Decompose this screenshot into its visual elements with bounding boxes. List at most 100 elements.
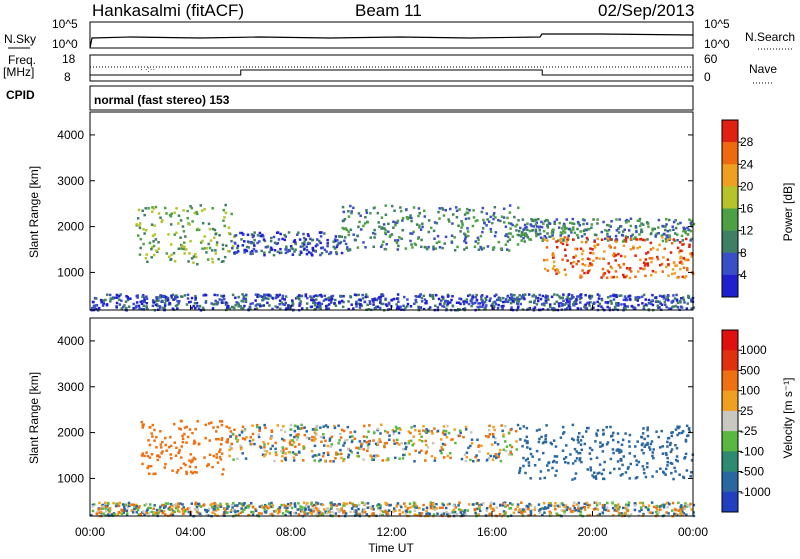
power-cell — [242, 295, 246, 298]
power-cell — [669, 251, 673, 254]
velocity-cell — [624, 512, 628, 516]
power-cell — [172, 298, 176, 301]
noise-right-label: N.Search — [745, 30, 795, 44]
freq-left-tick-top: 18 — [62, 52, 76, 66]
power-cell — [446, 300, 450, 303]
velocity-cell — [104, 507, 107, 510]
power-cell — [571, 265, 575, 268]
velocity-cell — [656, 508, 659, 512]
power-cell — [249, 302, 252, 306]
power-cell — [629, 270, 633, 273]
power-cell — [431, 294, 435, 297]
velocity-cell — [445, 435, 449, 439]
power-cell — [453, 236, 456, 239]
velocity-cell — [544, 507, 548, 510]
power-cell — [175, 231, 178, 235]
power-cell — [379, 298, 382, 302]
power-cell — [259, 294, 262, 298]
power-cell — [654, 296, 658, 300]
power-cell — [558, 238, 562, 242]
power-cell — [508, 298, 511, 302]
velocity-cell — [214, 509, 218, 512]
power-cell — [670, 272, 674, 276]
power-cell — [449, 207, 452, 211]
power-cell — [388, 308, 391, 311]
velocity-cell — [270, 512, 274, 516]
power-cell — [151, 299, 155, 302]
velocity-cell — [574, 459, 577, 463]
velocity-cell — [169, 435, 172, 439]
velocity-cell — [460, 457, 464, 461]
velocity-cell — [110, 513, 114, 516]
velocity-cell — [661, 445, 664, 448]
velocity-cell — [387, 509, 391, 512]
power-cell — [576, 227, 579, 231]
velocity-cell — [558, 514, 561, 517]
power-cell — [384, 303, 388, 306]
velocity-cell — [281, 512, 285, 515]
power-cell — [553, 293, 556, 296]
power-cell — [174, 297, 177, 301]
velocity-cell — [189, 460, 193, 464]
velocity-cell — [581, 435, 585, 438]
velocity-cell — [225, 425, 229, 428]
power-cell — [553, 220, 556, 224]
power-cell — [434, 304, 437, 308]
freq-panel-frame — [89, 54, 694, 82]
power-cell — [443, 242, 447, 245]
velocity-cell — [489, 501, 493, 505]
power-cell — [566, 300, 569, 304]
velocity-cell — [453, 428, 456, 431]
velocity-cell — [280, 449, 283, 453]
velocity-cell — [612, 514, 615, 517]
velocity-cell — [234, 513, 237, 517]
power-cell — [672, 305, 675, 308]
velocity-cell — [376, 443, 380, 446]
power-cell — [366, 221, 369, 224]
power-cell — [162, 306, 165, 310]
power-cell — [464, 217, 468, 221]
velocity-cell — [397, 443, 401, 446]
power-cell — [178, 299, 181, 303]
velocity-cell — [520, 501, 523, 504]
power-cell — [249, 307, 252, 311]
power-cell — [689, 239, 692, 242]
velocity-cell — [674, 458, 678, 462]
velocity-cell — [176, 507, 179, 510]
velocity-cell — [395, 427, 399, 430]
power-cell — [444, 235, 448, 239]
velocity-cell — [286, 506, 289, 510]
power-cell — [358, 298, 362, 301]
power-cell — [617, 302, 620, 305]
velocity-cell — [176, 509, 180, 513]
power-cell — [532, 307, 535, 311]
power-panel-frame — [89, 111, 694, 311]
power-cell — [622, 298, 626, 302]
velocity-cell — [560, 509, 564, 512]
colorbar-swatch — [722, 431, 738, 452]
velocity-cell — [592, 508, 596, 511]
power-cell — [398, 236, 401, 239]
velocity-cell — [278, 510, 281, 514]
power-cell — [656, 248, 659, 251]
power-cell — [480, 210, 484, 214]
power-cell — [235, 251, 238, 254]
velocity-cell — [264, 426, 267, 430]
power-cell — [223, 255, 227, 259]
power-cell — [576, 220, 580, 224]
velocity-cell — [392, 507, 396, 510]
velocity-cell — [357, 507, 360, 511]
velocity-cell — [319, 426, 322, 429]
velocity-cell — [233, 509, 236, 512]
power-cell — [319, 293, 323, 297]
power-cell — [207, 242, 210, 246]
velocity-cell — [220, 438, 224, 442]
velocity-cell — [258, 428, 262, 431]
power-cell — [413, 302, 416, 305]
power-cell — [390, 299, 393, 302]
velocity-cell — [145, 502, 148, 506]
velocity-cell — [528, 502, 531, 506]
power-cell — [481, 299, 484, 302]
velocity-cell — [662, 505, 666, 509]
power-cell — [542, 222, 545, 225]
